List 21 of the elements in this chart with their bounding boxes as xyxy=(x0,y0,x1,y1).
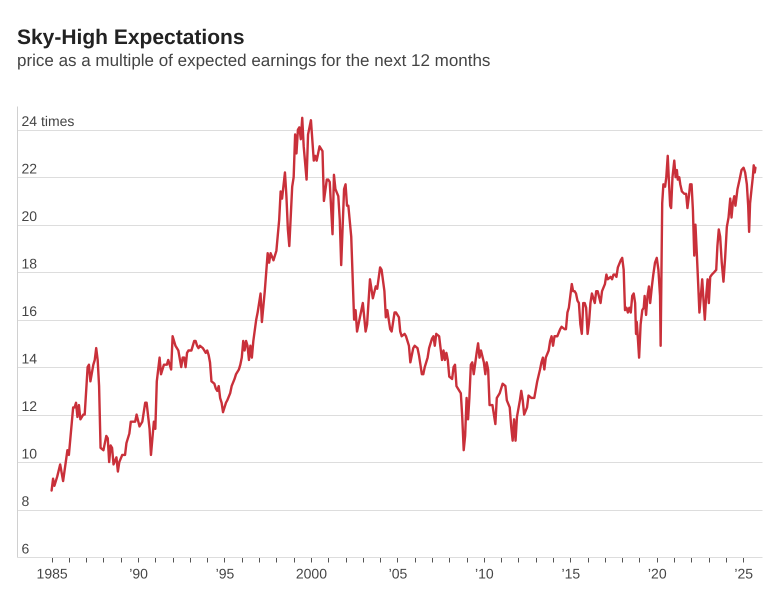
x-tick-label: ’05 xyxy=(388,566,408,582)
y-tick-label: 10 xyxy=(22,446,38,462)
y-tick-label: 20 xyxy=(22,208,38,224)
x-tick-label: ’10 xyxy=(475,566,494,582)
chart-title: Sky-High Expectations xyxy=(17,26,245,49)
x-tick-label: ’25 xyxy=(734,566,754,582)
y-tick-label: 8 xyxy=(22,493,30,510)
y-tick-label: 12 xyxy=(22,398,38,414)
x-tick-label: 1985 xyxy=(36,566,68,582)
x-tick-label: ’90 xyxy=(129,566,148,582)
y-tick-label: 22 xyxy=(22,160,38,177)
chart-subtitle: price as a multiple of expected earnings for the next 12 months xyxy=(17,51,490,70)
y-tick-label: 16 xyxy=(22,303,38,320)
x-tick-label: ’15 xyxy=(561,566,580,582)
x-tick-label: ’20 xyxy=(648,566,667,582)
y-tick-label: 14 xyxy=(22,350,38,367)
y-tick-label: 18 xyxy=(22,256,38,272)
y-tick-label: 6 xyxy=(22,540,30,556)
y-tick-label: 24 times xyxy=(22,113,74,130)
x-tick-label: 2000 xyxy=(296,566,328,582)
x-tick-label: ’95 xyxy=(216,566,235,582)
